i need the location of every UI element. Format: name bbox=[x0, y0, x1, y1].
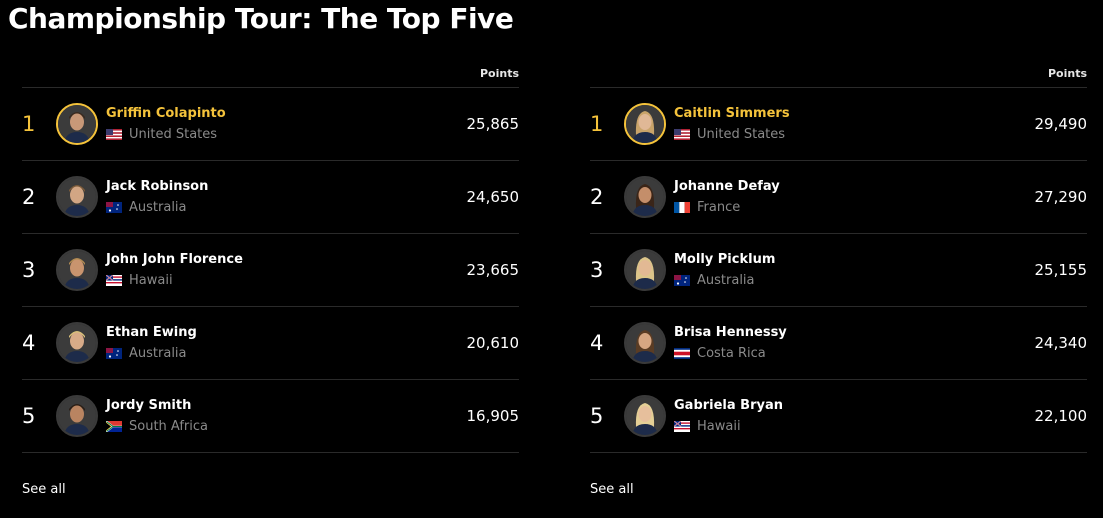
hawaii-flag-icon bbox=[106, 275, 122, 286]
athlete-name[interactable]: Gabriela Bryan bbox=[674, 398, 784, 413]
ranking-row[interactable]: 3 Molly Picklum Australia 25,155 bbox=[590, 234, 1087, 307]
see-all-link[interactable]: See all bbox=[590, 482, 634, 497]
athlete-name[interactable]: Molly Picklum bbox=[674, 252, 776, 267]
athlete-country: Costa Rica bbox=[674, 346, 766, 361]
athlete-name[interactable]: John John Florence bbox=[106, 252, 243, 267]
country-label: United States bbox=[129, 127, 218, 142]
ranking-row[interactable]: 2 Johanne Defay France 27,290 bbox=[590, 161, 1087, 234]
athlete-avatar[interactable] bbox=[624, 249, 666, 291]
points-column-header: Points bbox=[479, 67, 519, 80]
rankings-panel-men: Points 1 Griffin Colapinto United States… bbox=[22, 62, 519, 497]
ranking-row[interactable]: 4 Ethan Ewing Australia 20,610 bbox=[22, 307, 519, 380]
points-value: 25,155 bbox=[1034, 261, 1088, 279]
points-value: 29,490 bbox=[1034, 115, 1088, 133]
athlete-avatar[interactable] bbox=[624, 103, 666, 145]
fr-flag-icon bbox=[674, 202, 690, 213]
cr-flag-icon bbox=[674, 348, 690, 359]
country-label: Hawaii bbox=[129, 273, 173, 288]
au-flag-icon bbox=[106, 202, 122, 213]
points-value: 16,905 bbox=[466, 407, 520, 425]
athlete-country: Australia bbox=[106, 200, 187, 215]
rank-number: 4 bbox=[22, 331, 36, 355]
athlete-country: South Africa bbox=[106, 419, 208, 434]
country-label: United States bbox=[697, 127, 786, 142]
rank-number: 3 bbox=[590, 258, 604, 282]
rank-number: 4 bbox=[590, 331, 604, 355]
points-value: 25,865 bbox=[466, 115, 520, 133]
us-flag-icon bbox=[106, 129, 122, 140]
points-column-header: Points bbox=[1047, 67, 1087, 80]
rank-number: 1 bbox=[590, 112, 604, 136]
au-flag-icon bbox=[674, 275, 690, 286]
points-value: 24,650 bbox=[466, 188, 520, 206]
athlete-avatar[interactable] bbox=[624, 395, 666, 437]
athlete-avatar[interactable] bbox=[56, 395, 98, 437]
athlete-country: United States bbox=[674, 127, 785, 142]
athlete-avatar[interactable] bbox=[56, 103, 98, 145]
ranking-row[interactable]: 1 Caitlin Simmers United States 29,490 bbox=[590, 88, 1087, 161]
points-value: 20,610 bbox=[466, 334, 520, 352]
country-label: Australia bbox=[129, 200, 187, 215]
athlete-avatar[interactable] bbox=[56, 322, 98, 364]
ranking-row[interactable]: 5 Jordy Smith South Africa 16,905 bbox=[22, 380, 519, 453]
points-value: 24,340 bbox=[1034, 334, 1088, 352]
rank-number: 5 bbox=[590, 404, 604, 428]
athlete-avatar[interactable] bbox=[624, 322, 666, 364]
athlete-name[interactable]: Griffin Colapinto bbox=[106, 106, 226, 121]
athlete-name[interactable]: Ethan Ewing bbox=[106, 325, 197, 340]
za-flag-icon bbox=[106, 421, 122, 432]
ranking-row[interactable]: 5 Gabriela Bryan Hawaii 22,100 bbox=[590, 380, 1087, 453]
rank-number: 2 bbox=[22, 185, 36, 209]
athlete-name[interactable]: Jordy Smith bbox=[106, 398, 192, 413]
ranking-row[interactable]: 1 Griffin Colapinto United States 25,865 bbox=[22, 88, 519, 161]
ranking-row[interactable]: 4 Brisa Hennessy Costa Rica 24,340 bbox=[590, 307, 1087, 380]
panel-header: Points bbox=[590, 62, 1087, 88]
athlete-country: Hawaii bbox=[106, 273, 173, 288]
au-flag-icon bbox=[106, 348, 122, 359]
points-value: 27,290 bbox=[1034, 188, 1088, 206]
country-label: Hawaii bbox=[697, 419, 741, 434]
country-label: South Africa bbox=[129, 419, 208, 434]
athlete-name[interactable]: Johanne Defay bbox=[674, 179, 780, 194]
athlete-avatar[interactable] bbox=[56, 176, 98, 218]
us-flag-icon bbox=[674, 129, 690, 140]
panel-header: Points bbox=[22, 62, 519, 88]
athlete-avatar[interactable] bbox=[624, 176, 666, 218]
see-all-link[interactable]: See all bbox=[22, 482, 66, 497]
athlete-name[interactable]: Caitlin Simmers bbox=[674, 106, 790, 121]
country-label: Australia bbox=[129, 346, 187, 361]
athlete-country: Australia bbox=[674, 273, 755, 288]
athlete-country: Australia bbox=[106, 346, 187, 361]
points-value: 22,100 bbox=[1034, 407, 1088, 425]
athlete-country: France bbox=[674, 200, 740, 215]
athlete-avatar[interactable] bbox=[56, 249, 98, 291]
athlete-country: Hawaii bbox=[674, 419, 741, 434]
country-label: Australia bbox=[697, 273, 755, 288]
ranking-row[interactable]: 2 Jack Robinson Australia 24,650 bbox=[22, 161, 519, 234]
country-label: France bbox=[697, 200, 741, 215]
hawaii-flag-icon bbox=[674, 421, 690, 432]
rank-number: 1 bbox=[22, 112, 36, 136]
country-label: Costa Rica bbox=[697, 346, 766, 361]
rank-number: 5 bbox=[22, 404, 36, 428]
points-value: 23,665 bbox=[466, 261, 520, 279]
athlete-name[interactable]: Brisa Hennessy bbox=[674, 325, 787, 340]
rankings-panel-women: Points 1 Caitlin Simmers United States 2… bbox=[590, 62, 1087, 497]
rank-number: 3 bbox=[22, 258, 36, 282]
athlete-country: United States bbox=[106, 127, 217, 142]
athlete-name[interactable]: Jack Robinson bbox=[106, 179, 209, 194]
page-title: Championship Tour: The Top Five bbox=[8, 2, 514, 35]
ranking-row[interactable]: 3 John John Florence Hawaii 23,665 bbox=[22, 234, 519, 307]
rank-number: 2 bbox=[590, 185, 604, 209]
